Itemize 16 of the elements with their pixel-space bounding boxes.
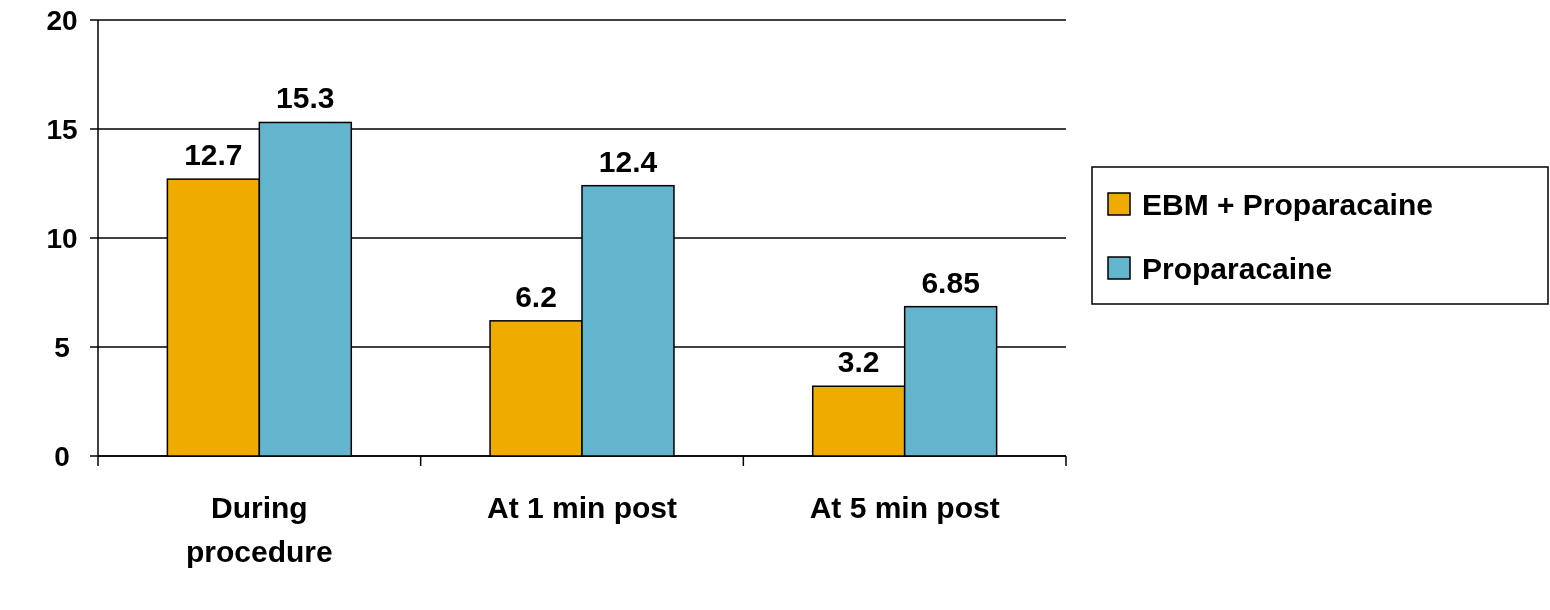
data-label: 15.3 xyxy=(276,81,335,115)
data-label: 6.85 xyxy=(921,265,980,299)
y-tick-label: 0 xyxy=(54,440,70,472)
x-tick-label: At 5 min post xyxy=(809,491,1000,524)
y-tick-label: 10 xyxy=(46,222,78,254)
x-tick-label: During procedure xyxy=(185,491,333,568)
legend-label: EBM + Proparacaine xyxy=(1142,187,1433,221)
y-tick-label: 20 xyxy=(46,4,78,36)
data-label: 12.4 xyxy=(598,144,658,178)
y-tick-label: 15 xyxy=(46,113,78,145)
data-label: 3.2 xyxy=(837,345,880,379)
data-label: 6.2 xyxy=(515,279,557,313)
y-tick-label: 5 xyxy=(54,331,70,363)
x-tick-label: At 1 min post xyxy=(486,491,678,524)
data-label: 12.7 xyxy=(184,138,243,172)
legend-label: Proparacaine xyxy=(1142,251,1333,285)
